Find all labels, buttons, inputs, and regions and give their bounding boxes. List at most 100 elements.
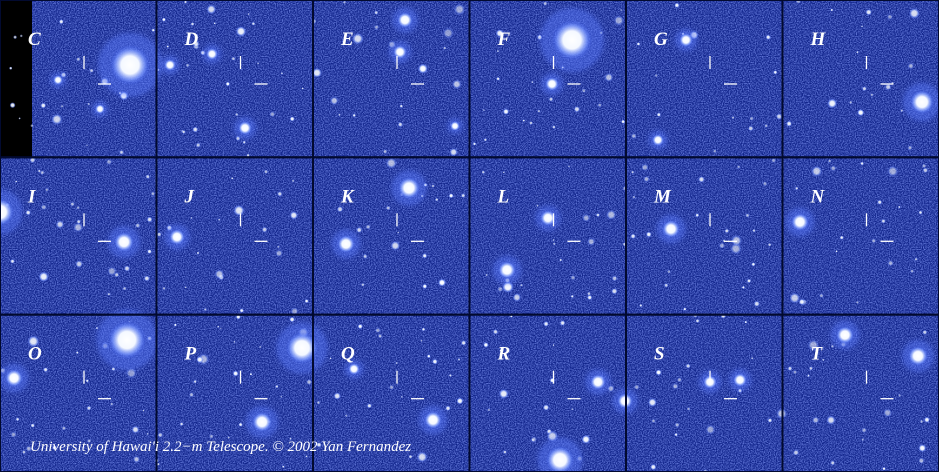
faint-star <box>185 286 187 288</box>
faint-star <box>614 15 624 25</box>
faint-star <box>345 414 348 417</box>
faint-star <box>639 304 642 307</box>
faint-star <box>375 328 381 334</box>
faint-star <box>809 366 813 370</box>
panel-label: Q <box>341 344 355 365</box>
faint-star <box>431 184 434 187</box>
faint-star <box>59 19 64 24</box>
faint-star <box>422 328 426 332</box>
faint-star <box>290 116 295 121</box>
faint-star <box>422 253 427 258</box>
faint-star <box>262 227 268 233</box>
faint-star <box>259 346 262 349</box>
faint-star <box>389 385 394 390</box>
faint-star <box>180 422 184 426</box>
faint-star <box>280 396 282 398</box>
faint-star <box>698 176 705 183</box>
bright-star <box>397 12 413 28</box>
faint-star <box>587 238 595 246</box>
faint-star <box>550 378 555 383</box>
bright-star <box>679 33 693 47</box>
faint-star <box>862 86 867 91</box>
faint-star <box>174 323 177 326</box>
faint-star <box>51 114 62 125</box>
panel-label: J <box>184 186 195 207</box>
faint-star <box>123 287 127 291</box>
faint-star <box>570 275 575 280</box>
faint-star <box>768 243 772 247</box>
faint-star <box>766 35 771 40</box>
faint-star <box>418 64 428 74</box>
faint-star <box>417 452 428 463</box>
faint-star <box>275 250 283 258</box>
faint-star <box>43 367 48 372</box>
bright-star <box>398 177 420 199</box>
faint-star <box>22 450 26 454</box>
faint-star <box>620 9 622 11</box>
faint-star <box>75 260 83 268</box>
faint-star <box>866 9 872 15</box>
faint-star <box>861 438 864 441</box>
faint-star <box>181 130 183 132</box>
bright-star <box>498 261 516 279</box>
faint-star <box>432 359 438 365</box>
faint-star <box>686 364 691 369</box>
faint-star <box>483 342 488 347</box>
faint-star <box>305 455 307 457</box>
faint-star <box>571 408 573 410</box>
page: {"panels": [ {"label": "C"}, {"label": "… <box>0 0 939 472</box>
faint-star <box>887 166 898 177</box>
faint-star <box>606 210 616 220</box>
faint-star <box>745 213 749 217</box>
faint-star <box>861 427 867 433</box>
faint-star <box>763 181 768 186</box>
faint-star <box>135 223 140 228</box>
faint-star <box>754 301 760 307</box>
faint-star <box>523 119 526 122</box>
faint-star <box>461 340 466 345</box>
panel-label: H <box>810 29 827 50</box>
faint-star <box>132 426 140 434</box>
faint-star <box>189 392 194 397</box>
faint-star <box>646 232 652 238</box>
faint-star <box>888 260 894 266</box>
faint-star <box>596 213 600 217</box>
bright-star <box>545 77 559 91</box>
faint-star <box>427 354 431 358</box>
faint-star <box>559 259 562 262</box>
faint-star <box>923 168 929 174</box>
faint-star <box>352 114 356 118</box>
faint-star <box>10 432 16 438</box>
faint-star <box>651 419 655 423</box>
faint-star <box>503 108 509 114</box>
faint-star <box>582 214 590 222</box>
faint-star <box>306 379 312 385</box>
faint-star <box>773 70 777 74</box>
faint-star <box>857 109 864 116</box>
faint-star <box>675 422 680 427</box>
faint-star <box>705 425 715 435</box>
faint-star <box>621 120 625 124</box>
faint-star <box>338 114 341 117</box>
faint-star <box>281 72 283 74</box>
faint-star <box>908 63 914 69</box>
faint-star <box>922 330 927 335</box>
faint-star <box>737 165 741 169</box>
faint-star <box>96 327 99 330</box>
faint-star <box>231 57 235 61</box>
faint-star <box>226 82 231 87</box>
faint-star <box>361 283 365 287</box>
faint-star <box>166 45 169 48</box>
faint-star <box>220 327 222 329</box>
faint-star <box>383 149 388 154</box>
faint-star <box>233 341 235 343</box>
faint-star <box>549 97 554 102</box>
faint-star <box>196 251 199 254</box>
faint-star <box>630 234 635 239</box>
faint-star <box>648 398 657 407</box>
faint-star <box>147 217 153 223</box>
faint-star <box>317 401 321 405</box>
faint-star <box>871 239 876 244</box>
faint-star <box>553 242 556 245</box>
faint-star <box>485 274 488 277</box>
